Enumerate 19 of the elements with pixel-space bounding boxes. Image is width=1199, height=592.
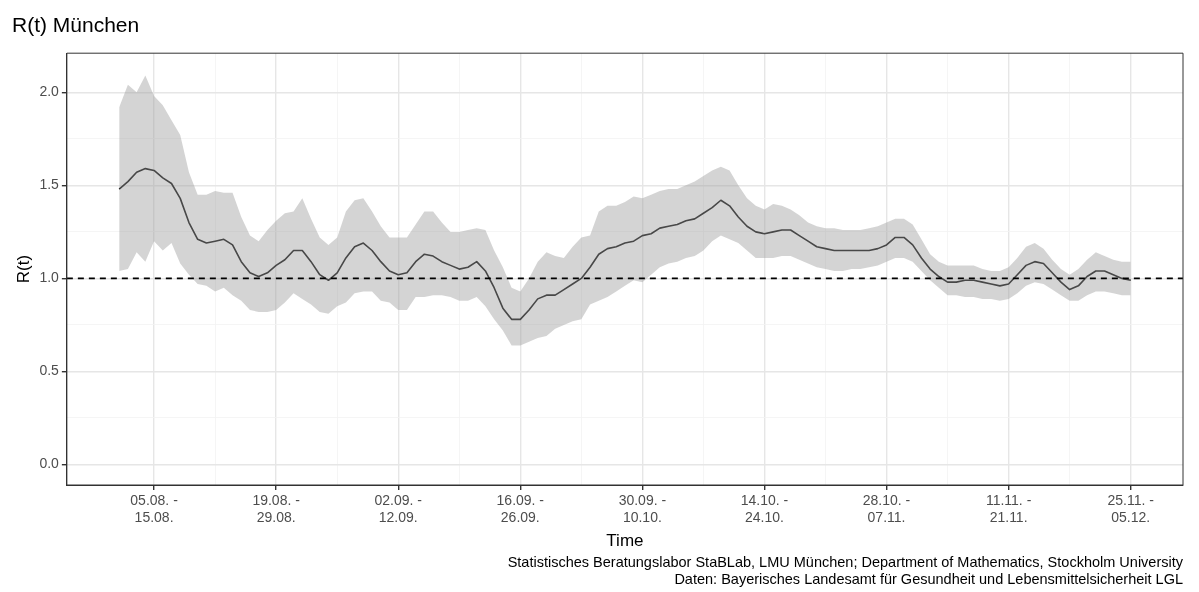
text: Statistisches Beratungslabor StaBLab, LMU München; Department of Mathematics, Stockholm University — [506, 554, 1184, 571]
y-tick-label: 0.0 — [39, 455, 60, 472]
x-axis-title: Time — [606, 531, 644, 551]
chart-title: R(t) München — [12, 13, 140, 37]
x-tick-label: 25.11. - 05.12. — [1107, 492, 1155, 526]
y-tick-label: 1.5 — [39, 176, 60, 193]
x-tick-label: 05.08. - 15.08. — [130, 492, 179, 526]
x-tick-label: 11.11. - 21.11. — [985, 492, 1032, 526]
x-tick-label: 14.10. - 24.10. — [740, 492, 789, 526]
text: Daten: Bayerisches Landesamt für Gesundheit und Lebensmittelsicherheit LGL — [673, 571, 1184, 588]
x-tick-label: 30.09. - 10.10. — [618, 492, 667, 526]
y-axis-title: R(t) — [13, 254, 33, 284]
y-tick-label: 0.5 — [39, 362, 60, 379]
y-tick-label: 2.0 — [39, 83, 60, 100]
x-tick-label: 02.09. - 12.09. — [374, 492, 423, 526]
x-tick-label: 28.10. - 07.11. — [862, 492, 911, 526]
x-tick-label: 16.09. - 26.09. — [496, 492, 545, 526]
y-tick-label: 1.0 — [39, 269, 60, 286]
x-tick-label: 19.08. - 29.08. — [252, 492, 301, 526]
